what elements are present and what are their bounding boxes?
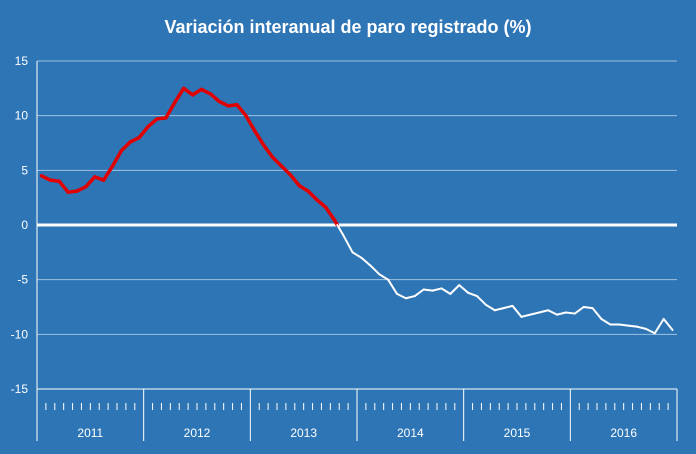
line-segment-negative xyxy=(618,323,630,327)
line-segment-positive xyxy=(253,129,266,147)
line-segment-positive xyxy=(324,205,337,223)
line-segment-negative xyxy=(493,307,505,312)
y-tick-label: -10 xyxy=(11,327,29,341)
line-segment-positive xyxy=(315,198,328,210)
line-segment-negative xyxy=(369,264,381,276)
line-segment-positive xyxy=(244,113,257,133)
line-segment-negative xyxy=(520,313,532,318)
line-segment-positive xyxy=(57,179,70,194)
line-segment-negative xyxy=(404,295,416,300)
line-segment-negative xyxy=(458,284,470,294)
line-segment-negative xyxy=(378,273,390,281)
line-segment-negative xyxy=(591,307,603,321)
line-segment-negative xyxy=(573,306,585,315)
line-segment-negative xyxy=(653,318,665,335)
line-segment-negative xyxy=(484,303,496,312)
line-segment-positive xyxy=(235,102,248,118)
y-axis: 15 10 5 0 -5 -10 -15 xyxy=(11,54,38,441)
line-segment-positive xyxy=(261,143,275,159)
y-tick-label: 10 xyxy=(15,109,29,123)
line-segment-negative xyxy=(476,295,487,306)
line-segment-negative xyxy=(387,278,398,295)
line-segment-negative xyxy=(449,284,461,295)
line-segment-negative xyxy=(538,309,550,314)
line-segment-positive xyxy=(137,124,150,140)
x-tick-label: 2014 xyxy=(397,426,424,440)
line-segment-negative xyxy=(396,292,407,300)
line-segment-positive xyxy=(84,175,97,189)
x-tick-label: 2015 xyxy=(504,426,531,440)
line-segment-negative xyxy=(440,287,452,295)
line-segment-positive xyxy=(181,86,195,97)
line-segment-negative xyxy=(467,291,478,298)
y-tick-label: 15 xyxy=(15,54,29,68)
line-segment-positive xyxy=(279,164,293,177)
line-segment-negative xyxy=(360,256,372,267)
line-segment-negative xyxy=(636,325,647,330)
x-tick-label: 2011 xyxy=(77,426,103,440)
y-tick-label: 5 xyxy=(21,163,28,177)
line-segment-positive xyxy=(208,92,221,104)
line-segment-negative xyxy=(582,306,594,310)
chart-title: Variación interanual de paro registrado … xyxy=(164,17,531,37)
x-tick-label: 2012 xyxy=(184,426,211,440)
line-segment-positive xyxy=(270,155,284,168)
line-segment-negative xyxy=(627,324,638,328)
line-segment-positive xyxy=(101,164,115,182)
line-segment-negative xyxy=(511,304,523,318)
line-segment-positive xyxy=(173,86,186,105)
line-segment-positive xyxy=(146,117,159,129)
line-segment-positive xyxy=(164,100,177,120)
line-segment-negative xyxy=(413,288,425,298)
y-tick-label: -15 xyxy=(11,382,29,396)
y-tick-label: 0 xyxy=(21,218,28,232)
line-segment-positive xyxy=(110,148,124,168)
x-tick-label: 2013 xyxy=(290,426,317,440)
line-segment-negative xyxy=(342,234,354,254)
line-segment-negative xyxy=(502,304,514,310)
line-segment-negative xyxy=(644,327,656,335)
line-segment-negative xyxy=(336,224,345,237)
line-segment-negative xyxy=(556,311,567,316)
line-segment-positive xyxy=(119,140,133,153)
line-segment-negative xyxy=(662,318,674,331)
x-tick-label: 2016 xyxy=(610,426,637,440)
y-tick-label: -5 xyxy=(17,273,28,287)
line-segment-negative xyxy=(422,288,434,292)
line-segment-negative xyxy=(529,311,541,316)
line-segment-negative xyxy=(600,318,612,326)
line-segment-negative xyxy=(431,287,443,292)
line-segment-negative xyxy=(547,309,558,316)
line-segment-positive xyxy=(288,172,301,188)
series-layer xyxy=(39,86,674,335)
line-segment-negative xyxy=(564,311,576,315)
x-axis: 2011 2012 2013 2014 2015 2016 xyxy=(36,388,678,441)
line-segment-negative xyxy=(351,251,363,259)
line-segment-positive xyxy=(306,189,319,202)
